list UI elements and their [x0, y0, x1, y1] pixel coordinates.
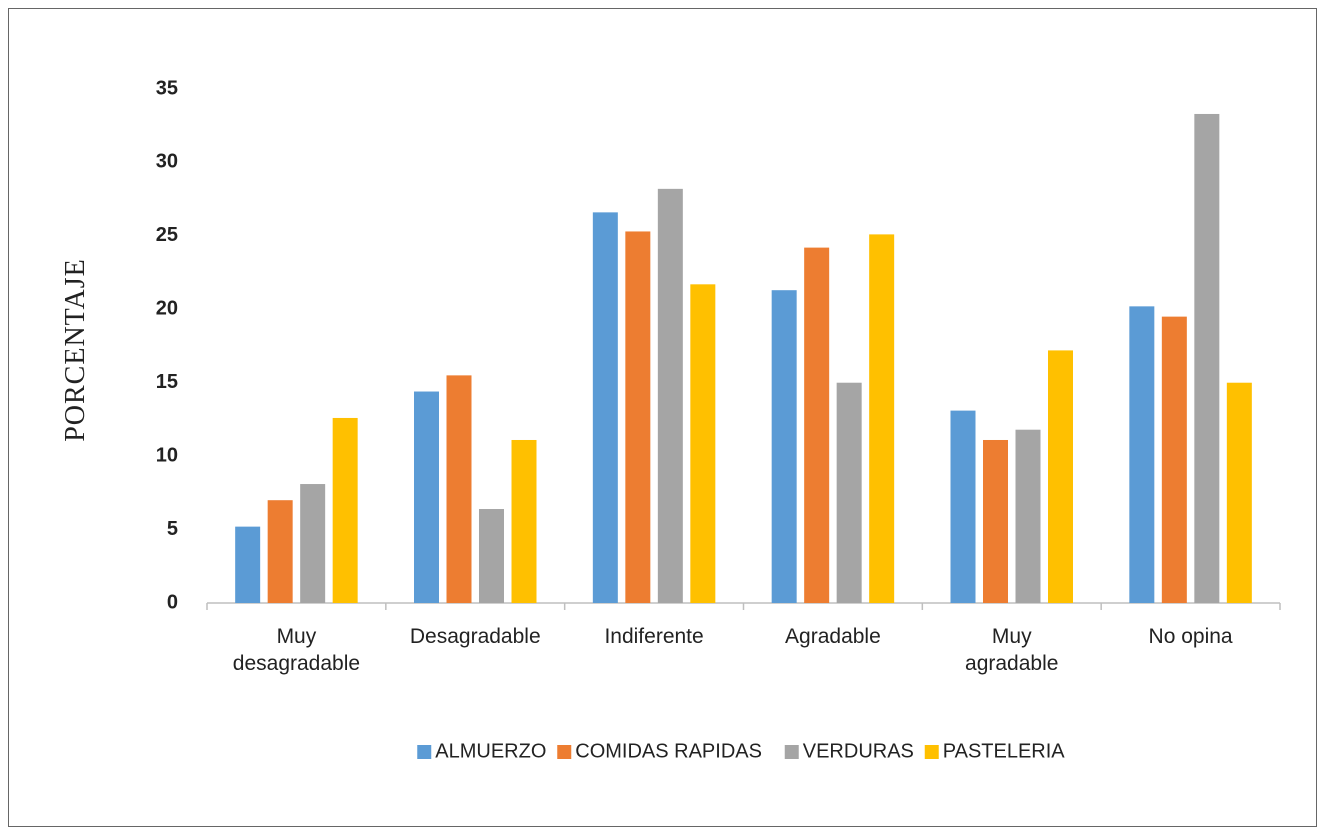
bar — [1161, 316, 1187, 603]
y-tick-label: 5 — [167, 518, 178, 540]
bar — [1129, 306, 1155, 603]
bar — [625, 231, 651, 604]
x-tick-label: Indiferente — [604, 625, 704, 648]
bar — [869, 234, 895, 604]
y-tick-label: 20 — [156, 298, 178, 320]
legend-label: VERDURAS — [803, 740, 914, 762]
bar — [300, 484, 326, 603]
bar — [804, 247, 830, 603]
y-tick-label: 35 — [156, 77, 178, 99]
bar — [446, 375, 472, 603]
bar — [332, 417, 358, 603]
y-tick-label: 30 — [156, 151, 178, 173]
y-tick-label: 15 — [156, 371, 178, 393]
legend-swatch — [417, 745, 432, 759]
legend-swatch — [557, 745, 572, 759]
bar — [950, 410, 976, 603]
x-tick-label: Desagradable — [409, 625, 541, 648]
x-tick-label: Muy agradable — [965, 625, 1059, 675]
bar — [235, 526, 261, 603]
x-tick-label: Agradable — [785, 625, 881, 648]
legend-label: ALMUERZO — [435, 740, 546, 762]
y-tick-label: 25 — [156, 224, 178, 246]
legend-swatch — [784, 745, 799, 759]
bar — [267, 500, 293, 603]
legend-label: COMIDAS RAPIDAS — [575, 740, 762, 762]
x-tick-label: Muy desagradable — [232, 625, 361, 675]
bar — [1015, 429, 1041, 603]
bar — [479, 509, 504, 603]
x-tick-label: No opina — [1148, 625, 1233, 648]
bar — [657, 188, 683, 603]
bar — [771, 290, 797, 603]
bar — [1048, 350, 1073, 603]
bar — [1194, 113, 1220, 604]
chart-frame — [8, 8, 1317, 827]
y-tick-label: 10 — [156, 444, 178, 466]
bar — [836, 382, 862, 603]
y-axis-label: PORCENTAJE — [60, 258, 91, 442]
bar — [592, 212, 618, 604]
legend-label: PASTELERIA — [943, 740, 1066, 762]
bar — [983, 439, 1008, 603]
legend-swatch — [924, 745, 939, 759]
bar — [511, 439, 537, 603]
bar — [414, 391, 439, 603]
bar — [690, 284, 716, 603]
y-tick-label: 0 — [167, 591, 178, 613]
bar — [1226, 382, 1252, 603]
